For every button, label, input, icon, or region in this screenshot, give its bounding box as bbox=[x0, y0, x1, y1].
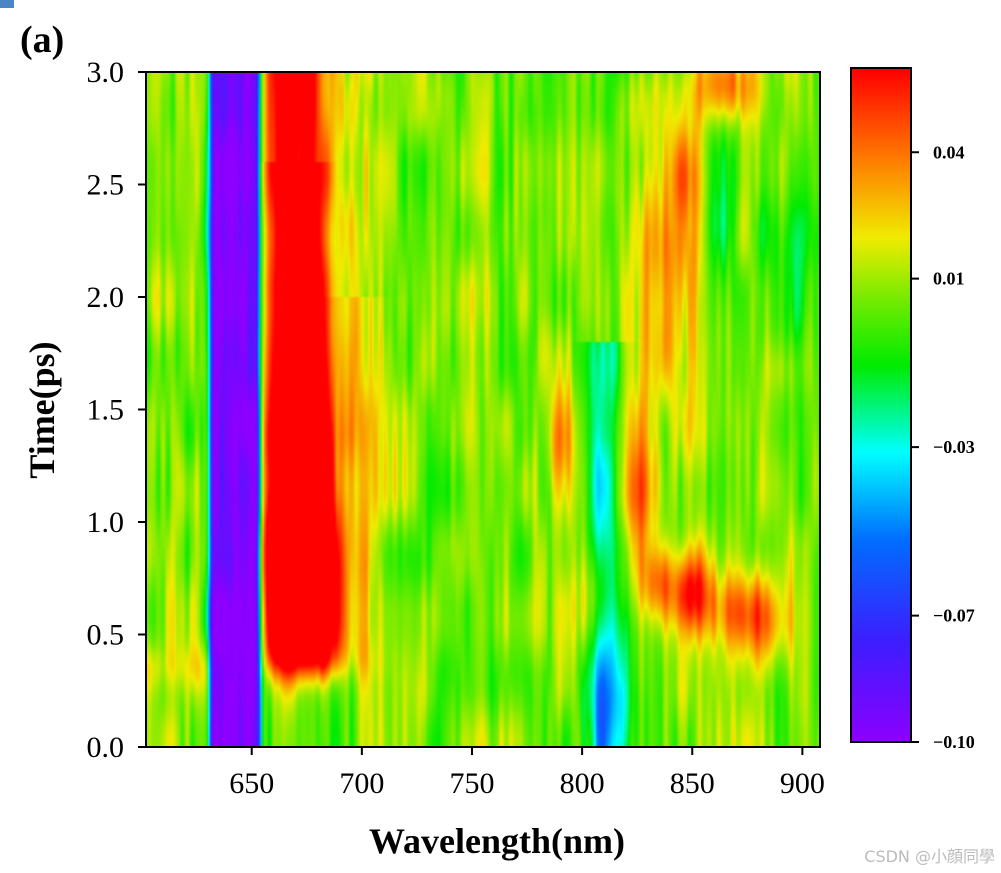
y-axis: 0.0 0.5 1.0 1.5 2.0 2.5 3.0 bbox=[87, 56, 146, 764]
watermark: CSDN @小顔同學 bbox=[864, 847, 995, 866]
colorbar-tick-label: −0.03 bbox=[933, 437, 975, 457]
x-tick-label: 650 bbox=[229, 767, 274, 800]
y-tick-label: 1.5 bbox=[87, 394, 125, 427]
panel-label: (a) bbox=[20, 19, 64, 61]
colorbar-gradient bbox=[851, 68, 911, 742]
y-axis-title: Time(ps) bbox=[22, 341, 62, 478]
colorbar-ticks: −0.10 −0.07 −0.03 0.01 0.04 bbox=[911, 142, 975, 752]
y-tick-label: 1.0 bbox=[87, 506, 125, 539]
y-tick-label: 3.0 bbox=[87, 56, 125, 89]
x-axis-title: Wavelength(nm) bbox=[369, 821, 625, 861]
x-tick-label: 850 bbox=[670, 767, 715, 800]
x-tick-label: 800 bbox=[560, 767, 605, 800]
y-tick-label: 2.0 bbox=[87, 281, 125, 314]
colorbar-tick-label: 0.01 bbox=[933, 269, 965, 289]
y-tick-label: 0.0 bbox=[87, 731, 125, 764]
colorbar-tick-label: −0.10 bbox=[933, 732, 975, 752]
heatmap-image bbox=[146, 72, 820, 747]
corner-marker bbox=[0, 0, 14, 8]
colorbar-frame bbox=[850, 67, 912, 743]
colorbar-tick-label: −0.07 bbox=[933, 606, 975, 626]
y-tick-label: 0.5 bbox=[87, 619, 125, 652]
x-tick-label: 750 bbox=[449, 767, 494, 800]
colorbar-tick-label: 0.04 bbox=[933, 142, 965, 162]
x-tick-label: 900 bbox=[780, 767, 825, 800]
y-tick-label: 2.5 bbox=[87, 169, 125, 202]
heatmap-plot-area bbox=[145, 71, 821, 748]
colorbar: −0.10 −0.07 −0.03 0.01 0.04 bbox=[850, 67, 975, 752]
x-axis: 650 700 750 800 850 900 bbox=[229, 747, 825, 800]
x-tick-label: 700 bbox=[339, 767, 384, 800]
